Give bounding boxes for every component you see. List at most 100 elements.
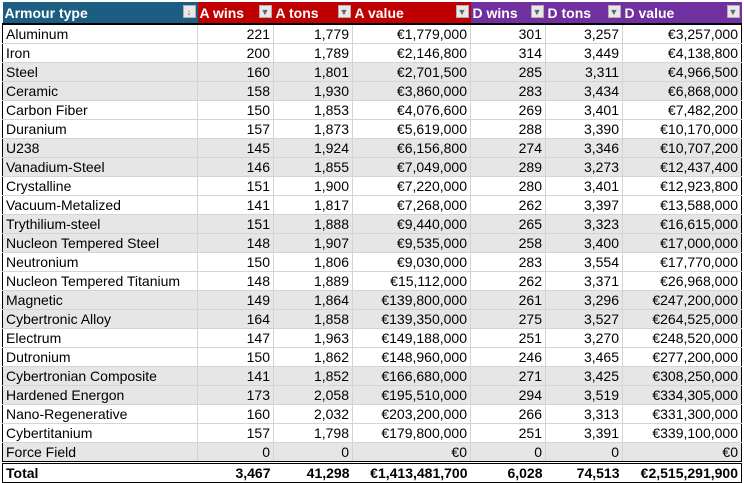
cell-a-tons[interactable]: 1,779	[273, 24, 353, 44]
cell-a-value[interactable]: €9,440,000	[352, 214, 471, 234]
filter-dropdown-icon[interactable]: ▼	[455, 5, 469, 18]
cell-a-wins[interactable]: 150	[197, 100, 274, 120]
cell-d-value[interactable]: €10,707,200	[622, 138, 742, 158]
cell-a-tons[interactable]: 1,853	[273, 100, 353, 120]
cell-d-tons[interactable]: 3,401	[545, 176, 623, 196]
total-d-tons[interactable]: 74,513	[545, 461, 623, 483]
cell-a-tons[interactable]: 2,058	[273, 385, 353, 405]
cell-d-value[interactable]: €26,968,000	[622, 271, 742, 291]
cell-d-wins[interactable]: 289	[470, 157, 546, 177]
cell-a-wins[interactable]: 146	[197, 157, 274, 177]
cell-armour-type[interactable]: Nucleon Tempered Steel	[2, 233, 198, 253]
cell-a-wins[interactable]: 200	[197, 43, 274, 63]
cell-d-tons[interactable]: 3,465	[545, 347, 623, 367]
total-armour-type[interactable]: Total	[2, 461, 198, 483]
cell-d-value[interactable]: €6,868,000	[622, 81, 742, 101]
cell-d-value[interactable]: €0	[622, 442, 742, 463]
cell-d-tons[interactable]: 3,323	[545, 214, 623, 234]
cell-d-value[interactable]: €7,482,200	[622, 100, 742, 120]
cell-d-wins[interactable]: 261	[470, 290, 546, 310]
total-d-value[interactable]: €2,515,291,900	[622, 461, 742, 483]
cell-armour-type[interactable]: Nano-Regenerative	[2, 404, 198, 424]
cell-a-tons[interactable]: 1,924	[273, 138, 353, 158]
cell-a-wins[interactable]: 141	[197, 195, 274, 215]
cell-a-tons[interactable]: 0	[273, 442, 353, 463]
cell-d-wins[interactable]: 258	[470, 233, 546, 253]
cell-a-wins[interactable]: 141	[197, 366, 274, 386]
cell-a-value[interactable]: €0	[352, 442, 471, 463]
cell-d-tons[interactable]: 3,257	[545, 24, 623, 44]
cell-a-wins[interactable]: 149	[197, 290, 274, 310]
cell-armour-type[interactable]: Cybertronic Alloy	[2, 309, 198, 329]
filter-dropdown-icon[interactable]: ▼	[530, 5, 544, 18]
cell-d-value[interactable]: €334,305,000	[622, 385, 742, 405]
cell-d-tons[interactable]: 3,371	[545, 271, 623, 291]
cell-d-wins[interactable]: 269	[470, 100, 546, 120]
cell-d-value[interactable]: €13,588,000	[622, 195, 742, 215]
cell-a-wins[interactable]: 151	[197, 176, 274, 196]
cell-a-wins[interactable]: 157	[197, 119, 274, 139]
cell-armour-type[interactable]: Steel	[2, 62, 198, 82]
cell-a-tons[interactable]: 1,889	[273, 271, 353, 291]
cell-d-tons[interactable]: 3,296	[545, 290, 623, 310]
cell-a-value[interactable]: €9,535,000	[352, 233, 471, 253]
cell-d-wins[interactable]: 283	[470, 252, 546, 272]
cell-d-tons[interactable]: 0	[545, 442, 623, 463]
cell-d-wins[interactable]: 301	[470, 24, 546, 44]
cell-a-wins[interactable]: 151	[197, 214, 274, 234]
cell-d-wins[interactable]: 294	[470, 385, 546, 405]
cell-a-tons[interactable]: 1,864	[273, 290, 353, 310]
cell-d-value[interactable]: €12,437,400	[622, 157, 742, 177]
cell-d-wins[interactable]: 288	[470, 119, 546, 139]
cell-armour-type[interactable]: Neutronium	[2, 252, 198, 272]
cell-d-wins[interactable]: 0	[470, 442, 546, 463]
cell-d-value[interactable]: €3,257,000	[622, 24, 742, 44]
cell-a-value[interactable]: €2,146,800	[352, 43, 471, 63]
cell-armour-type[interactable]: Cybertitanium	[2, 423, 198, 443]
cell-d-wins[interactable]: 251	[470, 423, 546, 443]
cell-a-value[interactable]: €7,220,000	[352, 176, 471, 196]
cell-d-tons[interactable]: 3,313	[545, 404, 623, 424]
cell-a-tons[interactable]: 1,963	[273, 328, 353, 348]
cell-d-wins[interactable]: 246	[470, 347, 546, 367]
cell-a-tons[interactable]: 1,789	[273, 43, 353, 63]
cell-armour-type[interactable]: U238	[2, 138, 198, 158]
cell-d-wins[interactable]: 285	[470, 62, 546, 82]
cell-a-wins[interactable]: 160	[197, 62, 274, 82]
cell-d-wins[interactable]: 271	[470, 366, 546, 386]
total-d-wins[interactable]: 6,028	[470, 461, 546, 483]
cell-d-wins[interactable]: 314	[470, 43, 546, 63]
cell-a-wins[interactable]: 150	[197, 347, 274, 367]
cell-d-value[interactable]: €12,923,800	[622, 176, 742, 196]
cell-a-value[interactable]: €9,030,000	[352, 252, 471, 272]
cell-armour-type[interactable]: Cybertronian Composite	[2, 366, 198, 386]
cell-d-wins[interactable]: 266	[470, 404, 546, 424]
cell-a-tons[interactable]: 1,900	[273, 176, 353, 196]
cell-a-value[interactable]: €148,960,000	[352, 347, 471, 367]
cell-a-wins[interactable]: 150	[197, 252, 274, 272]
cell-a-tons[interactable]: 1,888	[273, 214, 353, 234]
cell-d-value[interactable]: €247,200,000	[622, 290, 742, 310]
cell-a-tons[interactable]: 1,862	[273, 347, 353, 367]
cell-d-value[interactable]: €17,000,000	[622, 233, 742, 253]
cell-a-value[interactable]: €179,800,000	[352, 423, 471, 443]
cell-armour-type[interactable]: Magnetic	[2, 290, 198, 310]
cell-d-tons[interactable]: 3,311	[545, 62, 623, 82]
cell-d-value[interactable]: €4,138,800	[622, 43, 742, 63]
cell-a-value[interactable]: €5,619,000	[352, 119, 471, 139]
cell-armour-type[interactable]: Duranium	[2, 119, 198, 139]
cell-d-tons[interactable]: 3,434	[545, 81, 623, 101]
cell-d-value[interactable]: €339,100,000	[622, 423, 742, 443]
cell-d-wins[interactable]: 275	[470, 309, 546, 329]
cell-a-tons[interactable]: 1,858	[273, 309, 353, 329]
cell-d-wins[interactable]: 283	[470, 81, 546, 101]
cell-a-wins[interactable]: 158	[197, 81, 274, 101]
cell-d-tons[interactable]: 3,273	[545, 157, 623, 177]
cell-a-tons[interactable]: 1,930	[273, 81, 353, 101]
cell-d-wins[interactable]: 251	[470, 328, 546, 348]
cell-d-tons[interactable]: 3,397	[545, 195, 623, 215]
cell-a-value[interactable]: €203,200,000	[352, 404, 471, 424]
cell-d-tons[interactable]: 3,519	[545, 385, 623, 405]
cell-armour-type[interactable]: Trythilium-steel	[2, 214, 198, 234]
cell-a-wins[interactable]: 164	[197, 309, 274, 329]
